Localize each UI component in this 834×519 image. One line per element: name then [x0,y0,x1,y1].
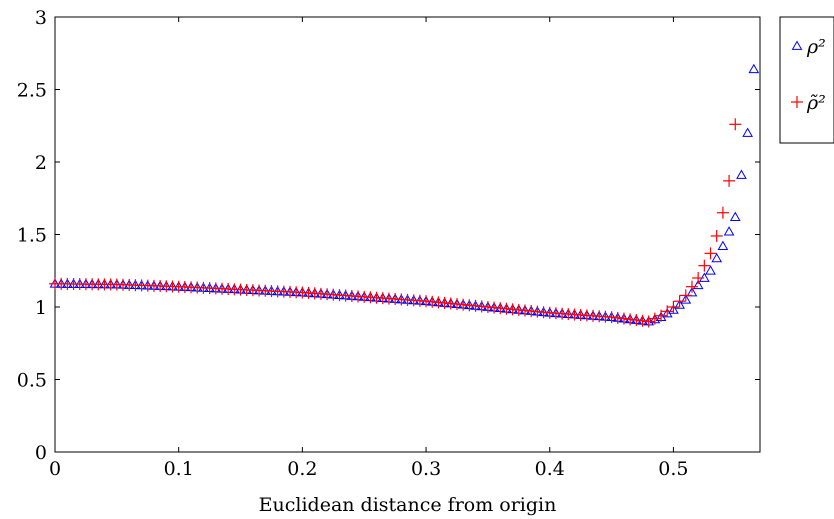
x-axis-label: Euclidean distance from origin [259,494,557,516]
x-tick-label: 0.3 [411,458,441,480]
data-point [748,63,760,74]
data-point [705,265,716,275]
data-point [742,127,753,137]
plot-frame [54,16,761,453]
data-point [617,312,630,325]
legend-box [779,16,834,144]
x-tick-label: 0 [49,458,61,480]
data-point [655,309,668,322]
axis-tick-labels: 0 0.1 0.2 0.3 0.4 0.5 0 0.5 1 1.5 2 2.5 3 [17,7,689,480]
legend-items: ρ² ρ̃² [791,36,826,114]
data-point [704,247,717,260]
data-point [674,299,685,309]
legend-entry: ρ̃² [791,92,826,114]
data-point [642,315,655,328]
x-tick-label: 0.2 [287,458,317,480]
y-tick-label: 3 [35,7,47,29]
y-tick-label: 1 [35,297,47,319]
data-point [636,314,649,327]
data-point [679,289,692,302]
legend-marker [791,40,803,50]
axis-ticks [54,16,760,453]
legend-label: ρ² [806,36,826,58]
y-tick-label: 1.5 [17,225,47,247]
data-point [692,279,704,290]
y-tick-label: 2.5 [17,80,47,102]
data-point [648,312,661,325]
legend-entry: ρ² [791,36,826,58]
data-point [624,313,637,326]
data-point [667,301,680,313]
data-point [723,174,736,187]
data-point [673,295,686,308]
data-point [729,118,742,131]
legend-marker [791,96,803,108]
y-tick-label: 2 [35,152,47,174]
x-tick-label: 0.5 [658,458,688,480]
data-point [692,272,705,284]
data-point [630,314,643,327]
data-point [736,169,747,179]
x-tick-label: 0.4 [535,458,565,480]
data-point [668,304,679,314]
series-1 [49,118,742,328]
data-point [611,311,624,324]
data-point [729,211,741,221]
y-tick-label: 0.5 [17,370,47,392]
data-point [680,294,692,304]
data-point [711,252,723,263]
y-tick-label: 0 [35,442,47,464]
x-tick-label: 0.1 [164,458,194,480]
data-point [710,229,723,242]
data-point [698,259,711,272]
data-point [686,286,698,297]
legend-label: ρ̃² [806,92,826,114]
data-point [723,226,735,236]
data-markers [49,63,760,328]
data-point [717,240,729,250]
data-point [685,280,698,293]
data-point [605,311,618,324]
data-point [661,305,674,318]
legend: ρ² ρ̃² [779,16,834,144]
data-point [716,206,729,219]
